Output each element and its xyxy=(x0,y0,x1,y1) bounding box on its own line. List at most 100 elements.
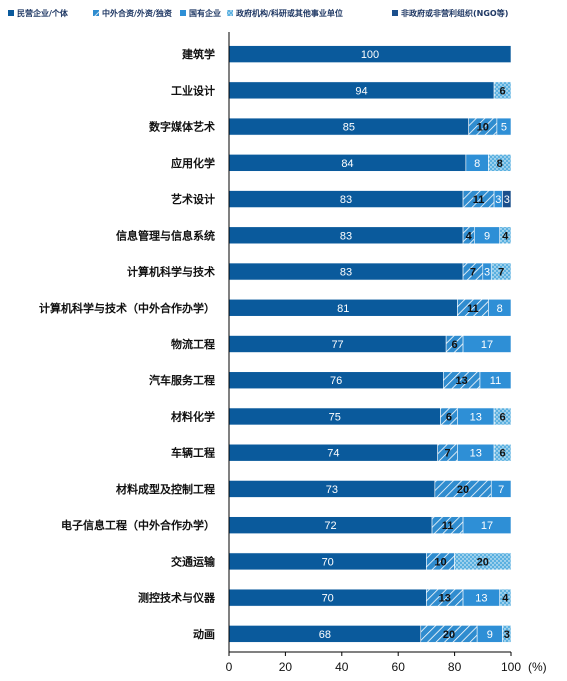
legend-item: 中外合资/外资/独资 xyxy=(93,8,172,18)
x-axis: 0 20 40 60 80 100 (%) xyxy=(226,32,547,674)
chart-legend: 民营企业/个体 中外合资/外资/独资 国有企业 政府机构/科研或其他事业单位 非政府或非… xyxy=(8,8,508,18)
legend-item: 非政府或非营利组织(NGO等) xyxy=(392,8,508,18)
data-label: 11 xyxy=(490,375,501,387)
category-label: 动画 xyxy=(193,627,215,641)
category-labels: 建筑学工业设计数字媒体艺术应用化学艺术设计信息管理与信息系统计算机科学与技术计算… xyxy=(39,47,216,641)
category-label: 电子信息工程（中外合作办学） xyxy=(61,518,215,532)
data-label: 10 xyxy=(477,122,489,134)
legend-swatch xyxy=(180,10,186,16)
category-label: 艺术设计 xyxy=(171,192,215,206)
data-label: 13 xyxy=(470,448,482,460)
data-label: 81 xyxy=(337,303,349,315)
bar-segment xyxy=(499,588,512,607)
data-label: 11 xyxy=(467,303,479,315)
legend-label: 国有企业 xyxy=(189,8,221,18)
data-label: 75 xyxy=(329,411,341,423)
data-label: 83 xyxy=(340,267,352,279)
data-label: 6 xyxy=(499,411,505,423)
data-label: 13 xyxy=(470,411,482,423)
bar-segment xyxy=(499,226,512,245)
data-label: 84 xyxy=(341,158,353,170)
data-label: 11 xyxy=(442,520,454,532)
data-label: 4 xyxy=(466,230,473,242)
data-label: 20 xyxy=(457,484,469,496)
data-label: 83 xyxy=(340,230,352,242)
bar-segment xyxy=(454,552,512,571)
data-label: 5 xyxy=(501,122,507,134)
data-label: 8 xyxy=(497,158,503,170)
legend-label: 政府机构/科研或其他事业单位 xyxy=(236,8,343,18)
data-label: 17 xyxy=(481,339,493,351)
data-label: 4 xyxy=(502,230,509,242)
data-label: 6 xyxy=(446,411,452,423)
data-label: 100 xyxy=(361,49,379,61)
data-label: 6 xyxy=(452,339,458,351)
legend-swatch xyxy=(8,10,14,16)
x-tick-label: 20 xyxy=(279,660,293,674)
legend-swatch xyxy=(392,10,398,16)
data-label: 7 xyxy=(498,267,504,279)
category-label: 数字媒体艺术 xyxy=(149,120,215,134)
legend-swatch xyxy=(227,10,233,16)
bar-segment xyxy=(496,117,512,136)
legend-item: 民营企业/个体 xyxy=(8,8,69,18)
bar-segment xyxy=(502,625,512,643)
data-label: 6 xyxy=(499,85,505,97)
category-label: 物流工程 xyxy=(171,337,215,351)
x-tick-label: 0 xyxy=(226,660,233,674)
data-label: 74 xyxy=(327,448,339,460)
bar-segment xyxy=(479,371,512,390)
category-label: 测控技术与仪器 xyxy=(138,591,216,605)
bar-segment xyxy=(502,190,512,208)
legend-swatch xyxy=(93,10,99,16)
category-label: 信息管理与信息系统 xyxy=(116,228,215,242)
category-label: 应用化学 xyxy=(171,156,215,170)
data-label: 13 xyxy=(475,593,487,605)
x-tick-label: 60 xyxy=(392,660,406,674)
data-label: 73 xyxy=(326,484,338,496)
legend-label: 民营企业/个体 xyxy=(17,8,69,18)
data-label: 3 xyxy=(504,629,510,641)
bar-segment xyxy=(488,298,512,317)
data-label: 85 xyxy=(343,122,355,134)
bar-segment xyxy=(493,407,512,426)
data-label: 13 xyxy=(439,593,451,605)
data-label: 83 xyxy=(340,194,352,206)
data-label: 7 xyxy=(470,267,476,279)
data-label: 10 xyxy=(434,556,446,568)
bar-segment xyxy=(493,443,512,462)
data-label: 70 xyxy=(322,556,334,568)
data-label: 4 xyxy=(502,593,509,605)
data-label: 77 xyxy=(331,339,343,351)
data-label: 94 xyxy=(355,85,367,97)
x-tick-label: 80 xyxy=(448,660,462,674)
x-tick-label: 40 xyxy=(335,660,349,674)
data-label: 68 xyxy=(319,629,331,641)
bar-segment xyxy=(488,154,512,172)
data-label: 70 xyxy=(322,593,334,605)
data-label: 8 xyxy=(474,158,480,170)
data-label: 20 xyxy=(443,629,455,641)
data-label: 7 xyxy=(444,448,450,460)
x-tick-label: 100 xyxy=(501,660,521,674)
legend-label: 非政府或非营利组织(NGO等) xyxy=(401,8,508,18)
data-label: 9 xyxy=(487,629,493,641)
data-label: 6 xyxy=(499,448,505,460)
data-label: 76 xyxy=(330,375,342,387)
bar-segment xyxy=(462,516,512,534)
category-label: 工业设计 xyxy=(171,83,215,97)
bar-segment xyxy=(462,335,512,353)
data-label: 9 xyxy=(484,230,490,242)
category-label: 建筑学 xyxy=(182,47,215,61)
data-label: 13 xyxy=(456,375,468,387)
unit-label: (%) xyxy=(528,660,547,674)
category-label: 计算机科学与技术（中外合作办学） xyxy=(39,301,215,315)
data-label: 72 xyxy=(324,520,336,532)
data-label: 8 xyxy=(497,303,503,315)
legend-label: 中外合资/外资/独资 xyxy=(102,8,172,18)
bar-segment xyxy=(490,262,512,281)
data-label: 3 xyxy=(484,267,490,279)
data-label: 3 xyxy=(504,194,510,206)
